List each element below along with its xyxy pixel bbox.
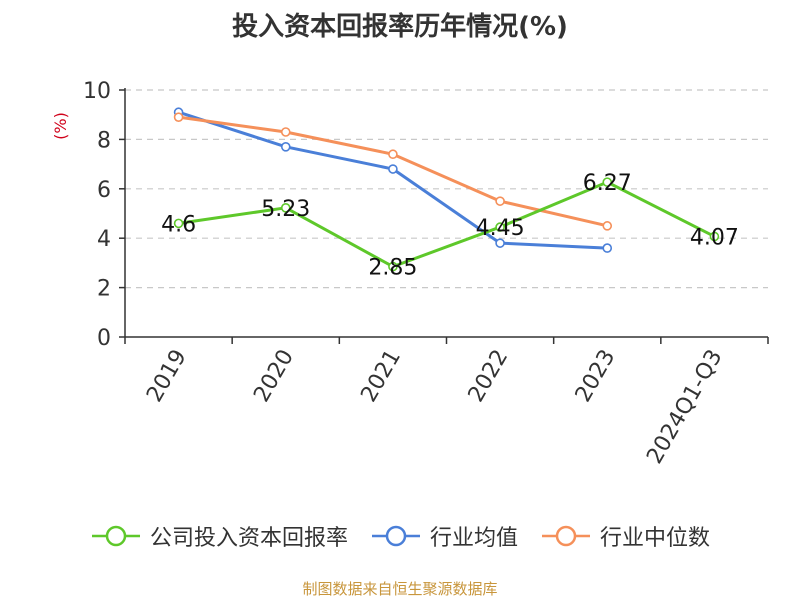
data-point: [495, 238, 505, 248]
data-point: [602, 243, 613, 253]
series-line-1: [178, 110, 608, 250]
data-point: [602, 221, 613, 231]
grid-lines: [125, 89, 768, 289]
data-point: [280, 142, 291, 152]
data-label: 2.85: [368, 256, 417, 281]
data-label: 4.6: [161, 212, 196, 237]
data-point: [280, 127, 291, 137]
axes: 0 2 4 6 8 10 2019 2020 2021 2022 2023 2024Q1-Q3: [83, 79, 769, 469]
legend-item[interactable]: 公司投入资本回报率: [90, 520, 348, 552]
y-tick-label: 8: [97, 128, 111, 153]
data-label: 6.27: [583, 171, 632, 196]
line-chart: 0 2 4 6 8 10 2019 2020 2021 2022 2023 2024Q1-Q3 4.6…: [51, 79, 769, 469]
series-points: [173, 107, 720, 272]
y-tick-label: 6: [97, 178, 111, 203]
y-axis-label: (%): [51, 112, 70, 140]
data-point: [388, 164, 398, 174]
y-tick-label: 4: [97, 227, 111, 252]
data-labels: 4.6 5.23 2.85 4.45 6.27 4.07: [161, 171, 739, 280]
x-tick-label: 2019: [142, 346, 192, 407]
source-note: 制图数据来自恒生聚源数据库: [302, 580, 498, 598]
data-point: [495, 222, 505, 232]
y-tick-label: 10: [83, 79, 111, 104]
data-point: [388, 149, 398, 160]
x-tick-label: 2022: [464, 346, 514, 407]
legend: 公司投入资本回报率 行业均值 行业中位数: [0, 520, 800, 552]
y-tick-label: 2: [97, 277, 111, 302]
legend-marker-icon: [542, 525, 590, 547]
legend-label: 行业均值: [429, 526, 518, 551]
data-point: [709, 231, 720, 242]
legend-item[interactable]: 行业中位数: [540, 520, 710, 552]
data-point: [602, 177, 613, 187]
x-tick-label: 2024Q1-Q3: [642, 346, 727, 469]
data-label: 5.23: [261, 197, 310, 222]
legend-item[interactable]: 行业均值: [370, 520, 518, 552]
data-point: [173, 218, 184, 229]
legend-marker-icon: [371, 525, 420, 547]
legend-label: 公司投入资本回报率: [149, 526, 348, 551]
x-tick-label: 2020: [249, 346, 299, 407]
x-tick-label: 2021: [356, 346, 406, 407]
x-tick-label: 2023: [571, 346, 621, 407]
data-label: 4.45: [476, 216, 525, 241]
legend-marker-icon: [91, 525, 140, 547]
data-point: [280, 203, 291, 213]
series-lines: [178, 110, 716, 269]
y-tick-label: 0: [97, 326, 111, 351]
series-line-0: [178, 180, 716, 269]
data-label: 4.07: [690, 225, 739, 250]
chart-title: 投入资本回报率历年情况(%): [232, 12, 568, 42]
legend-label: 行业中位数: [600, 526, 711, 551]
data-point: [173, 112, 184, 122]
data-point: [495, 196, 505, 206]
data-point: [388, 261, 398, 272]
